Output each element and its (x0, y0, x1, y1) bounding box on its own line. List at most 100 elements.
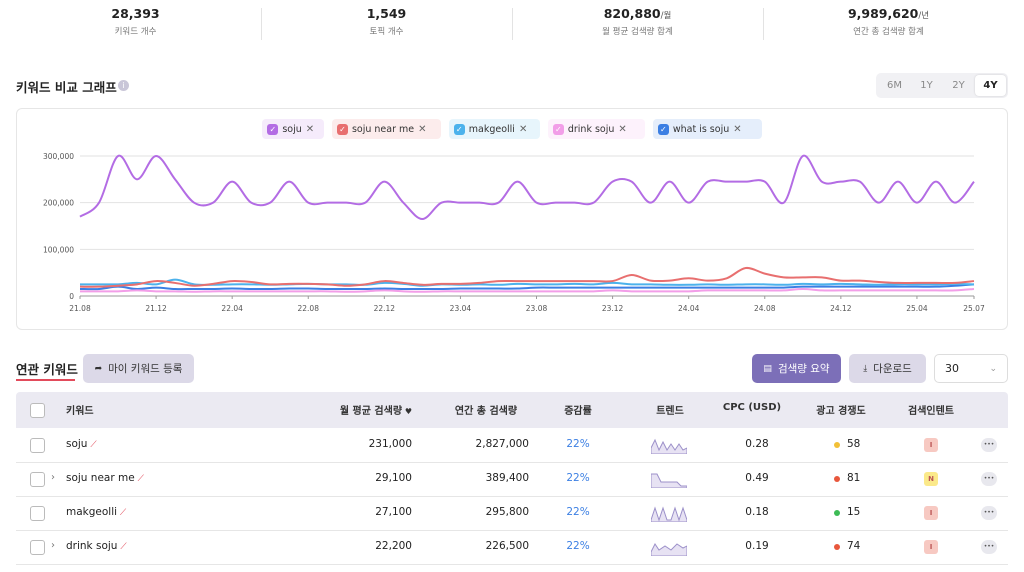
column-header[interactable]: 월 평균 검색량 ♥ (339, 406, 412, 417)
cpc: 0.28 (745, 438, 769, 450)
more-button[interactable]: ••• (981, 438, 997, 452)
legend-chip[interactable]: ✓ makgeolli ✕ (448, 119, 540, 139)
range-button[interactable]: 6M (887, 80, 902, 91)
select-all-checkbox[interactable] (30, 403, 45, 418)
competition-dot (834, 510, 840, 516)
column-header[interactable]: 연간 총 검색량 (454, 406, 518, 417)
trend-sparkline (651, 506, 687, 522)
legend-check: ✓ (453, 123, 465, 135)
competition-dot (834, 544, 840, 550)
row-line (16, 462, 1008, 463)
change-rate: 22% (566, 540, 590, 552)
monthly-volume: 22,200 (375, 540, 412, 552)
change-rate: 22% (566, 506, 590, 518)
legend-check: ✓ (552, 123, 564, 135)
intent-badge: I (924, 540, 938, 554)
x-tick-label: 22.08 (298, 304, 320, 313)
legend-remove[interactable]: ✕ (733, 123, 742, 135)
x-tick-label: 22.12 (374, 304, 396, 313)
chart-title: 키워드 비교 그래프 (16, 80, 117, 95)
icon: ▤ (763, 363, 772, 374)
keyword[interactable]: drink soju ⟋ (66, 540, 127, 552)
trend-icon[interactable]: ⟋ (117, 508, 127, 518)
column-header: 검색인텐트 (908, 406, 954, 417)
legend-chip[interactable]: ✓ what is soju ✕ (652, 119, 762, 139)
cpc: 0.19 (745, 540, 769, 552)
chart-card (16, 108, 1008, 330)
trend-icon[interactable]: ⟋ (87, 440, 97, 450)
trend-sparkline (651, 438, 687, 454)
annual-volume: 226,500 (485, 540, 529, 552)
series-line (80, 287, 975, 293)
legend-chip[interactable]: ✓ soju ✕ (262, 119, 324, 139)
row-checkbox[interactable] (30, 438, 45, 453)
divider (261, 8, 262, 40)
more-button[interactable]: ••• (981, 506, 997, 520)
tab-related[interactable]: 연관 키워드 (16, 362, 78, 377)
legend-label: soju (282, 123, 302, 135)
register-button[interactable]: ➦ 마이 키워드 등록 (83, 354, 194, 383)
more-button[interactable]: ••• (981, 540, 997, 554)
intent-badge: N (924, 472, 938, 486)
cpc: 0.18 (745, 506, 769, 518)
label: 검색량 요약 (777, 363, 830, 375)
legend-remove[interactable]: ✕ (305, 123, 315, 135)
y-tick-label: 300,000 (43, 152, 74, 161)
competition-dot (834, 476, 840, 482)
expand-arrow[interactable]: › (51, 540, 55, 551)
keyword[interactable]: soju ⟋ (66, 438, 97, 450)
x-tick-label: 24.12 (830, 304, 852, 313)
range-button[interactable]: 1Y (920, 80, 933, 91)
series-line (79, 266, 975, 288)
info-icon[interactable]: i (118, 80, 129, 91)
keyword-text: drink soju (66, 540, 118, 552)
keyword[interactable]: soju near me ⟋ (66, 472, 144, 484)
keyword-text: soju near me (66, 472, 135, 484)
monthly-volume: 29,100 (375, 472, 412, 484)
unit: /년 (918, 11, 930, 21)
range-button[interactable]: 4Y (975, 75, 1006, 96)
trend-sparkline (651, 543, 687, 556)
row-checkbox[interactable] (30, 506, 45, 521)
label: 마이 키워드 등록 (108, 363, 183, 375)
competition: 15 (847, 506, 861, 518)
legend-label: what is soju (672, 123, 730, 135)
page-size-select[interactable]: 30 ⌄ (934, 354, 1008, 383)
y-tick-label: 0 (69, 292, 74, 301)
row-checkbox[interactable] (30, 472, 45, 487)
monthly-volume: 231,000 (368, 438, 412, 450)
x-tick-label: 21.12 (145, 304, 167, 313)
row-line (16, 530, 1008, 531)
download-button[interactable]: ⤓ 다운로드 (849, 354, 926, 383)
trend-icon[interactable]: ⟋ (134, 474, 144, 484)
intent-badge: I (924, 506, 938, 520)
trend-sparkline (651, 473, 687, 488)
legend-remove[interactable]: ✕ (418, 123, 427, 135)
unit: /월 (660, 11, 672, 21)
summary-button[interactable]: ▤ 검색량 요약 (752, 354, 841, 383)
sort-icon[interactable]: ♥ (402, 407, 412, 416)
value: 28,393 (111, 6, 160, 21)
stat: 28,393 키워드 개수 (10, 6, 261, 37)
column-header[interactable]: 증감률 (564, 406, 592, 417)
row-checkbox[interactable] (30, 540, 45, 555)
trend-icon[interactable]: ⟋ (117, 542, 127, 552)
icon: ➦ (94, 363, 103, 374)
legend-check: ✓ (267, 123, 279, 135)
legend-chip[interactable]: ✓ soju near me ✕ (331, 119, 441, 139)
more-button[interactable]: ••• (981, 472, 997, 486)
range-button[interactable]: 2Y (952, 80, 965, 91)
expand-arrow[interactable]: › (51, 472, 55, 483)
x-tick-label: 23.12 (602, 304, 624, 313)
keyword[interactable]: makgeolli ⟋ (66, 506, 126, 518)
legend-remove[interactable]: ✕ (618, 123, 627, 135)
legend-check: ✓ (336, 123, 348, 135)
sparkline-shape (651, 543, 687, 556)
y-tick-label: 100,000 (43, 245, 74, 254)
stat: 820,880/월 월 평균 검색량 합계 (512, 6, 763, 37)
stat: 1,549 토픽 개수 (261, 6, 512, 37)
label: 다운로드 (873, 363, 912, 375)
legend-remove[interactable]: ✕ (518, 123, 528, 135)
legend-chip[interactable]: ✓ drink soju ✕ (547, 119, 645, 139)
annual-volume: 389,400 (485, 472, 529, 484)
